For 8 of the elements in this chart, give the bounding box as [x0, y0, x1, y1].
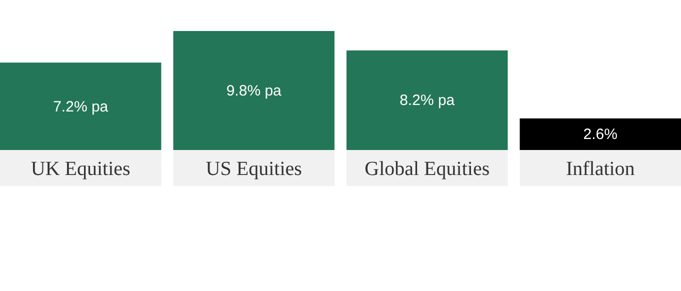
x-tick-label: UK Equities	[30, 158, 131, 180]
x-tick-label: US Equities	[206, 158, 302, 180]
x-tick-label: Inflation	[566, 158, 635, 180]
data-label: 8.2% pa	[400, 92, 456, 110]
data-label: 2.6%	[583, 126, 618, 144]
data-label: 9.8% pa	[226, 82, 282, 100]
x-tick-label: Global Equities	[364, 158, 490, 180]
data-label: 7.2% pa	[53, 98, 109, 116]
